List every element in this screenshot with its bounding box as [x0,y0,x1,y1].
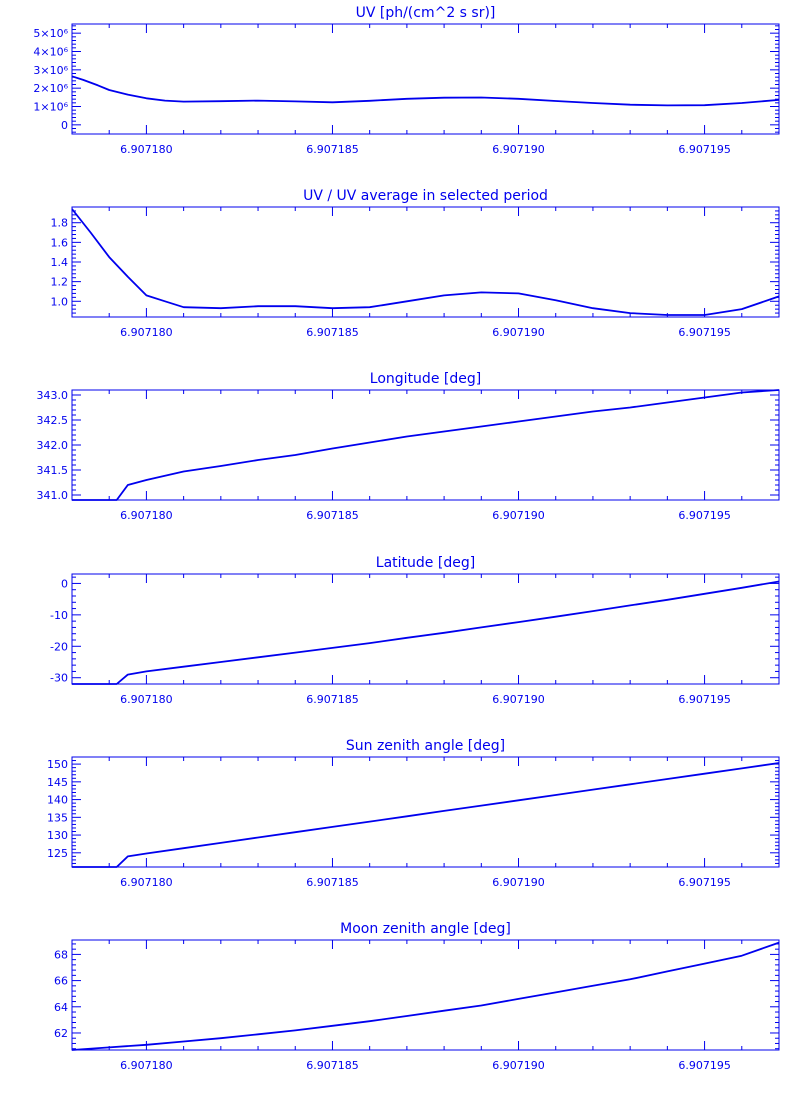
x-tick-label: 6.907195 [678,1059,731,1072]
y-tick-label: 62 [54,1027,68,1040]
x-tick-label: 6.907190 [492,1059,545,1072]
x-tick-label: 6.907195 [678,693,731,706]
y-tick-label: 1.2 [51,276,69,289]
series-line-1 [72,762,780,868]
panel-3: Longitude [deg] 6.907180 6.907185 6.907190 6… [37,371,780,522]
y-tick-label: 125 [47,847,68,860]
y-tick-label: -20 [50,640,68,653]
y-tick-label: 66 [54,975,68,988]
y-tick-label: 343.0 [37,389,69,402]
panel-4: Latitude [deg] 6.907180 6.907185 6.907190 6.… [50,555,780,706]
axes-frame [71,23,780,135]
y-tick-label: 1.6 [51,236,69,249]
x-tick-label: 6.907185 [306,509,359,522]
x-tick-label: 6.907185 [306,876,359,889]
x-tick-label: 6.907195 [678,326,731,339]
x-tick-label: 6.907180 [120,1059,173,1072]
y-tick-label: 130 [47,829,68,842]
x-tick-label: 6.907190 [492,326,545,339]
y-tick-label: 140 [47,794,68,807]
axes-frame [71,939,780,1051]
series-line-1 [72,389,780,501]
y-tick-label: 342.5 [37,414,69,427]
x-tick-label: 6.907180 [120,143,173,156]
panel-6: Moon zenith angle [deg] 6.907180 6.907185 6… [54,921,780,1072]
x-tick-label: 6.907185 [306,693,359,706]
axes-frame [71,389,780,501]
y-tick-label: 342.0 [37,439,69,452]
y-tick-label: 1.8 [51,217,69,230]
y-tick-label: 1×10⁶ [33,101,68,114]
series-line-1 [72,580,780,685]
axes-frame [71,756,780,868]
y-tick-label: 64 [54,1001,68,1014]
y-tick-label: 3×10⁶ [33,64,68,77]
axes-frame [71,573,780,685]
panel-title: Latitude [deg] [376,555,475,571]
x-tick-label: 6.907190 [492,509,545,522]
axes-frame [71,206,780,318]
panel-title: Longitude [deg] [370,371,481,387]
x-tick-label: 6.907190 [492,876,545,889]
panel-title: Sun zenith angle [deg] [346,738,505,754]
series-line-1 [71,75,780,107]
x-tick-label: 6.907185 [306,143,359,156]
panel-title: Moon zenith angle [deg] [340,921,511,937]
y-tick-label: 0 [61,577,68,590]
y-tick-label: 0 [61,119,68,132]
y-tick-label: 1.0 [51,295,69,308]
x-tick-label: 6.907195 [678,876,731,889]
x-tick-label: 6.907190 [492,693,545,706]
panel-title: UV / UV average in selected period [303,188,548,204]
y-tick-label: -30 [50,672,68,685]
x-tick-label: 6.907180 [120,326,173,339]
panel-5: Sun zenith angle [deg] 6.907180 6.907185 6.… [47,738,780,889]
panel-1: UV [ph/(cm^2 s sr)] 6.907180 6.907185 6.907… [33,5,780,156]
y-tick-label: 341.5 [37,464,69,477]
y-tick-label: 68 [54,948,68,961]
y-tick-label: 1.4 [51,256,69,269]
x-tick-label: 6.907185 [306,1059,359,1072]
y-tick-label: 145 [47,776,68,789]
y-tick-label: -10 [50,609,68,622]
x-tick-label: 6.907190 [492,143,545,156]
x-tick-label: 6.907185 [306,326,359,339]
x-tick-label: 6.907180 [120,876,173,889]
x-tick-label: 6.907180 [120,509,173,522]
x-tick-label: 6.907195 [678,509,731,522]
x-tick-label: 6.907180 [120,693,173,706]
y-tick-label: 2×10⁶ [33,82,68,95]
y-tick-label: 341.0 [37,489,69,502]
series-line-1 [71,208,780,316]
y-tick-label: 150 [47,758,68,771]
y-tick-label: 135 [47,811,68,824]
x-tick-label: 6.907195 [678,143,731,156]
y-tick-label: 5×10⁶ [33,27,68,40]
series-line-1 [71,941,780,1051]
panel-2: UV / UV average in selected period 6.9071… [51,188,780,339]
y-tick-label: 4×10⁶ [33,46,68,59]
panel-title: UV [ph/(cm^2 s sr)] [356,5,496,21]
